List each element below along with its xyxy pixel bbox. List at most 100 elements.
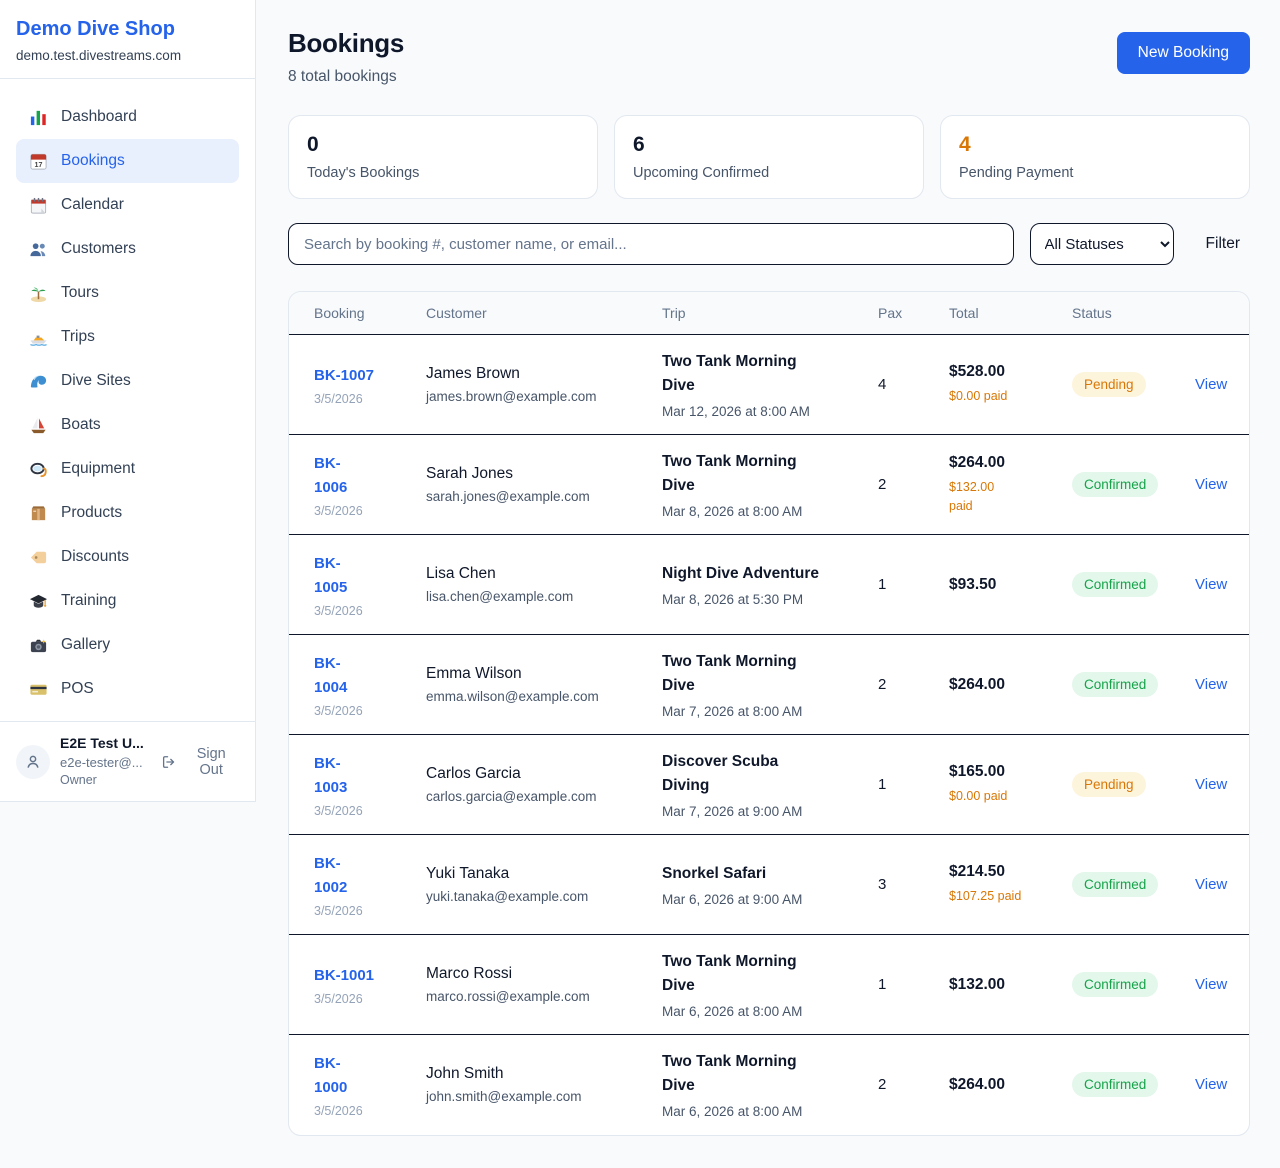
status-badge: Confirmed bbox=[1072, 472, 1159, 497]
total-amount: $132.00 bbox=[949, 975, 1006, 993]
sidebar-item-products[interactable]: Products bbox=[16, 491, 239, 535]
page-header: Bookings 8 total bookings New Booking bbox=[288, 28, 1250, 86]
booking-id-link[interactable]: BK- 1003 bbox=[314, 754, 348, 796]
sidebar-item-label: Calendar bbox=[61, 196, 124, 213]
column-header-status: Status bbox=[1072, 305, 1112, 321]
trip-name: Two Tank Morning Dive bbox=[662, 352, 797, 394]
sidebar-item-pos[interactable]: POS bbox=[16, 667, 239, 711]
tag-icon bbox=[28, 547, 48, 567]
customer-email: john.smith@example.com bbox=[426, 1089, 582, 1105]
pax-count: 2 bbox=[878, 675, 887, 693]
customer-name: Lisa Chen bbox=[426, 565, 496, 582]
sign-out-button[interactable]: Sign Out bbox=[161, 746, 239, 778]
package-icon bbox=[28, 503, 48, 523]
sidebar-item-boats[interactable]: Boats bbox=[16, 403, 239, 447]
view-link[interactable]: View bbox=[1195, 775, 1228, 793]
view-link[interactable]: View bbox=[1195, 375, 1228, 393]
total-amount: $264.00 bbox=[949, 453, 1006, 471]
sidebar-item-trips[interactable]: Trips bbox=[16, 315, 239, 359]
table-row: BK- 1002 3/5/2026 Yuki Tanaka yuki.tanak… bbox=[289, 835, 1249, 935]
trip-date: Mar 6, 2026 at 8:00 AM bbox=[662, 1004, 803, 1020]
booking-id-link[interactable]: BK-1001 bbox=[314, 966, 375, 984]
sidebar-item-label: Dashboard bbox=[61, 108, 137, 125]
table-row: BK- 1000 3/5/2026 John Smith john.smith@… bbox=[289, 1035, 1249, 1135]
booking-id-link[interactable]: BK- 1002 bbox=[314, 854, 348, 896]
new-booking-button[interactable]: New Booking bbox=[1116, 32, 1250, 74]
sidebar-item-label: Trips bbox=[61, 328, 95, 345]
trip-name: Two Tank Morning Dive bbox=[662, 952, 797, 994]
pax-count: 1 bbox=[878, 975, 887, 993]
search-input[interactable] bbox=[288, 223, 1014, 265]
booking-id-link[interactable]: BK- 1004 bbox=[314, 654, 348, 696]
status-badge: Confirmed bbox=[1072, 572, 1159, 597]
trip-name: Night Dive Adventure bbox=[662, 564, 820, 582]
booking-id-link[interactable]: BK- 1005 bbox=[314, 554, 348, 596]
trip-date: Mar 7, 2026 at 8:00 AM bbox=[662, 704, 803, 720]
sign-out-icon bbox=[162, 755, 174, 768]
status-badge: Pending bbox=[1072, 372, 1146, 397]
table-row: BK- 1003 3/5/2026 Carlos Garcia carlos.g… bbox=[289, 735, 1249, 835]
avatar bbox=[16, 744, 50, 779]
trip-date: Mar 8, 2026 at 8:00 AM bbox=[662, 504, 803, 520]
sidebar-item-dashboard[interactable]: Dashboard bbox=[16, 95, 239, 139]
customer-name: Emma Wilson bbox=[426, 665, 522, 682]
sidebar-item-training[interactable]: Training bbox=[16, 579, 239, 623]
speedboat-icon bbox=[28, 327, 48, 347]
sidebar-item-calendar[interactable]: Calendar bbox=[16, 183, 239, 227]
sidebar-item-gallery[interactable]: Gallery bbox=[16, 623, 239, 667]
booking-date: 3/5/2026 bbox=[314, 503, 363, 518]
customer-name: Sarah Jones bbox=[426, 465, 514, 482]
sidebar-item-label: Products bbox=[61, 504, 123, 521]
stat-label: Today's Bookings bbox=[307, 165, 420, 181]
trip-date: Mar 12, 2026 at 8:00 AM bbox=[662, 404, 810, 420]
view-link[interactable]: View bbox=[1195, 475, 1228, 493]
stat-card-upcoming-confirmed: 6 Upcoming Confirmed bbox=[614, 115, 924, 199]
sidebar-item-label: POS bbox=[61, 680, 94, 697]
filter-row: All Statuses Filter bbox=[288, 223, 1250, 265]
column-header-customer: Customer bbox=[426, 305, 487, 321]
sidebar-item-label: Equipment bbox=[61, 460, 136, 477]
status-select[interactable]: All Statuses bbox=[1029, 223, 1174, 265]
camera-icon bbox=[28, 635, 48, 655]
booking-id-link[interactable]: BK- 1006 bbox=[314, 454, 348, 496]
pax-count: 1 bbox=[878, 775, 887, 793]
sidebar-item-equipment[interactable]: Equipment bbox=[16, 447, 239, 491]
diving-mask-icon bbox=[28, 459, 48, 479]
trip-date: Mar 6, 2026 at 8:00 AM bbox=[662, 1104, 803, 1120]
island-icon bbox=[28, 283, 48, 303]
trip-name: Discover Scuba Diving bbox=[662, 752, 779, 794]
customer-email: marco.rossi@example.com bbox=[426, 989, 590, 1004]
trip-date: Mar 8, 2026 at 5:30 PM bbox=[662, 592, 804, 607]
total-amount: $214.50 bbox=[949, 863, 1006, 881]
view-link[interactable]: View bbox=[1195, 975, 1228, 993]
trip-date: Mar 6, 2026 at 9:00 AM bbox=[662, 892, 803, 907]
customer-email: carlos.garcia@example.com bbox=[426, 789, 597, 804]
filter-button[interactable]: Filter bbox=[1196, 235, 1250, 253]
paid-amount: $132.00 paid bbox=[949, 479, 995, 513]
sidebar: Demo Dive Shop demo.test.divestreams.com… bbox=[0, 0, 256, 803]
page-subtitle: 8 total bookings bbox=[288, 68, 397, 85]
main-content: Bookings 8 total bookings New Booking 0 … bbox=[256, 0, 1280, 1168]
sidebar-item-label: Dive Sites bbox=[61, 372, 131, 389]
status-badge: Confirmed bbox=[1072, 872, 1159, 897]
sidebar-item-tours[interactable]: Tours bbox=[16, 271, 239, 315]
view-link[interactable]: View bbox=[1195, 575, 1228, 593]
svg-text:17: 17 bbox=[34, 161, 42, 169]
booking-id-link[interactable]: BK- 1000 bbox=[314, 1054, 348, 1096]
booking-id-link[interactable]: BK-1007 bbox=[314, 366, 375, 384]
sidebar-nav: Dashboard 17 Bookings Calendar Customers… bbox=[0, 79, 255, 721]
column-header-pax: Pax bbox=[878, 305, 903, 321]
view-link[interactable]: View bbox=[1195, 1075, 1228, 1093]
pax-count: 1 bbox=[878, 575, 887, 593]
sidebar-item-discounts[interactable]: Discounts bbox=[16, 535, 239, 579]
sidebar-item-bookings[interactable]: 17 Bookings bbox=[16, 139, 239, 183]
wave-icon bbox=[28, 371, 48, 391]
view-link[interactable]: View bbox=[1195, 875, 1228, 893]
view-link[interactable]: View bbox=[1195, 675, 1228, 693]
user-email: e2e-tester@... bbox=[60, 754, 143, 770]
total-amount: $528.00 bbox=[949, 363, 1006, 381]
sidebar-item-dive-sites[interactable]: Dive Sites bbox=[16, 359, 239, 403]
trip-date: Mar 7, 2026 at 9:00 AM bbox=[662, 804, 803, 820]
column-header-actions bbox=[1183, 292, 1249, 335]
sidebar-item-customers[interactable]: Customers bbox=[16, 227, 239, 271]
